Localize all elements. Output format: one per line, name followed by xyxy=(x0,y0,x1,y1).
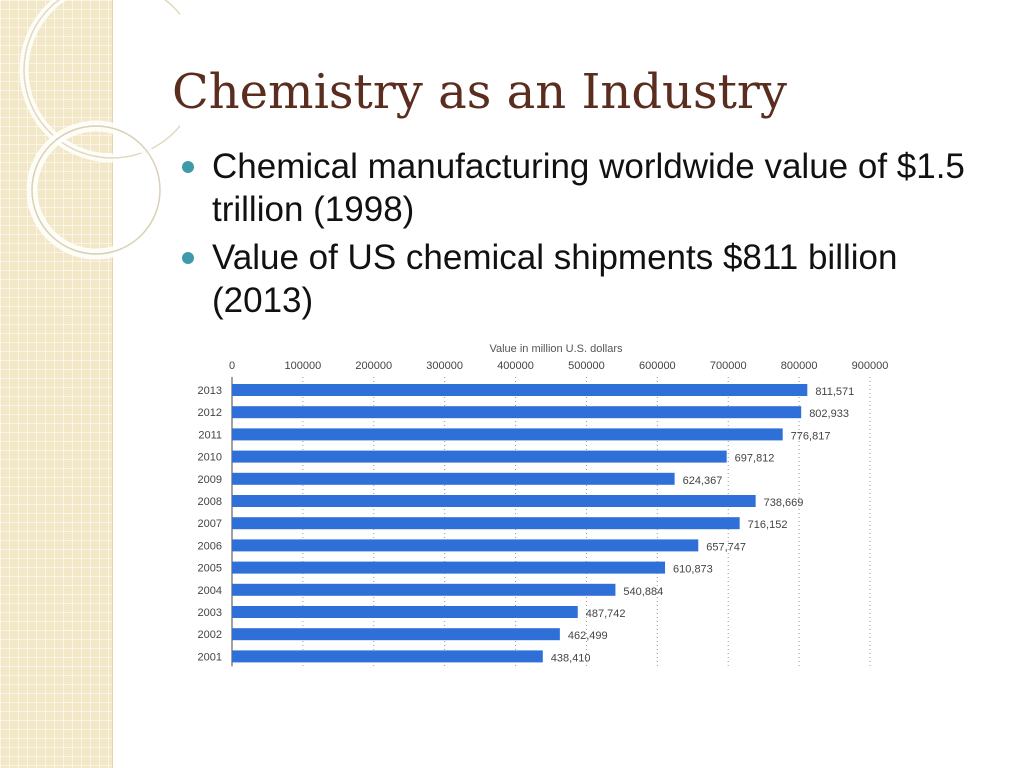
bullet-item: Value of US chemical shipments $811 bill… xyxy=(182,236,982,322)
bar xyxy=(232,384,808,396)
category-label: 2007 xyxy=(198,518,222,530)
bar xyxy=(232,472,675,485)
bullet-list: Chemical manufacturing worldwide value o… xyxy=(182,145,982,327)
bar xyxy=(232,428,783,441)
category-label: 2009 xyxy=(198,474,222,486)
bar-chart: Value in million U.S. dollars 0 100000 2000… xyxy=(180,338,900,678)
bullet-text: Chemical manufacturing worldwide value o… xyxy=(212,147,965,229)
decorative-circles xyxy=(19,0,180,260)
data-label: 657,747 xyxy=(706,541,746,553)
data-label: 540,884 xyxy=(623,586,663,598)
bullet-item: Chemical manufacturing worldwide value o… xyxy=(182,145,982,231)
bar xyxy=(232,628,560,641)
data-label: 776,817 xyxy=(791,430,831,442)
data-label: 716,152 xyxy=(748,519,788,531)
data-label: 610,873 xyxy=(673,564,713,576)
x-tick-label: 400000 xyxy=(497,360,534,372)
x-tick-label: 200000 xyxy=(355,360,392,372)
data-label: 624,367 xyxy=(683,475,723,487)
bar xyxy=(232,495,756,507)
category-label: 2011 xyxy=(198,429,222,441)
x-tick-label: 700000 xyxy=(710,360,747,372)
x-tick-label: 300000 xyxy=(426,360,463,372)
bar xyxy=(232,406,802,419)
category-label: 2008 xyxy=(198,496,222,508)
category-label: 2003 xyxy=(198,607,222,619)
bar xyxy=(232,450,727,463)
category-label: 2004 xyxy=(198,585,222,597)
bullet-dot-icon xyxy=(182,252,194,264)
data-label: 462,499 xyxy=(568,630,608,642)
data-label: 811,571 xyxy=(815,386,854,398)
category-label: 2006 xyxy=(198,540,222,552)
x-tick-label: 900000 xyxy=(852,360,889,372)
category-label: 2012 xyxy=(198,407,222,419)
x-tick-label: 600000 xyxy=(639,360,676,372)
bar xyxy=(232,539,699,552)
x-tick-label: 800000 xyxy=(781,360,818,372)
x-axis-title: Value in million U.S. dollars xyxy=(489,343,623,355)
x-tick-label: 500000 xyxy=(568,360,605,372)
bullet-text: Value of US chemical shipments $811 bill… xyxy=(212,238,898,320)
x-tick-label: 0 xyxy=(229,360,235,372)
data-label: 438,410 xyxy=(551,652,591,664)
category-label: 2001 xyxy=(198,651,222,663)
data-label: 802,933 xyxy=(809,408,849,420)
bar xyxy=(232,517,740,530)
bullet-dot-icon xyxy=(182,161,194,173)
slide-title: Chemistry as an Industry xyxy=(172,64,787,120)
category-label: 2005 xyxy=(198,563,222,575)
bar xyxy=(232,583,616,596)
data-label: 738,669 xyxy=(764,497,804,509)
x-tick-label: 100000 xyxy=(285,360,322,372)
category-label: 2002 xyxy=(198,629,222,641)
bar xyxy=(232,561,666,574)
bar xyxy=(232,606,578,618)
bar xyxy=(232,650,543,663)
bar-chart-svg: Value in million U.S. dollars 0 100000 2000… xyxy=(198,343,889,667)
data-label: 487,742 xyxy=(586,608,626,620)
category-label: 2010 xyxy=(198,452,222,464)
data-label: 697,812 xyxy=(735,453,775,465)
category-label: 2013 xyxy=(198,385,222,397)
